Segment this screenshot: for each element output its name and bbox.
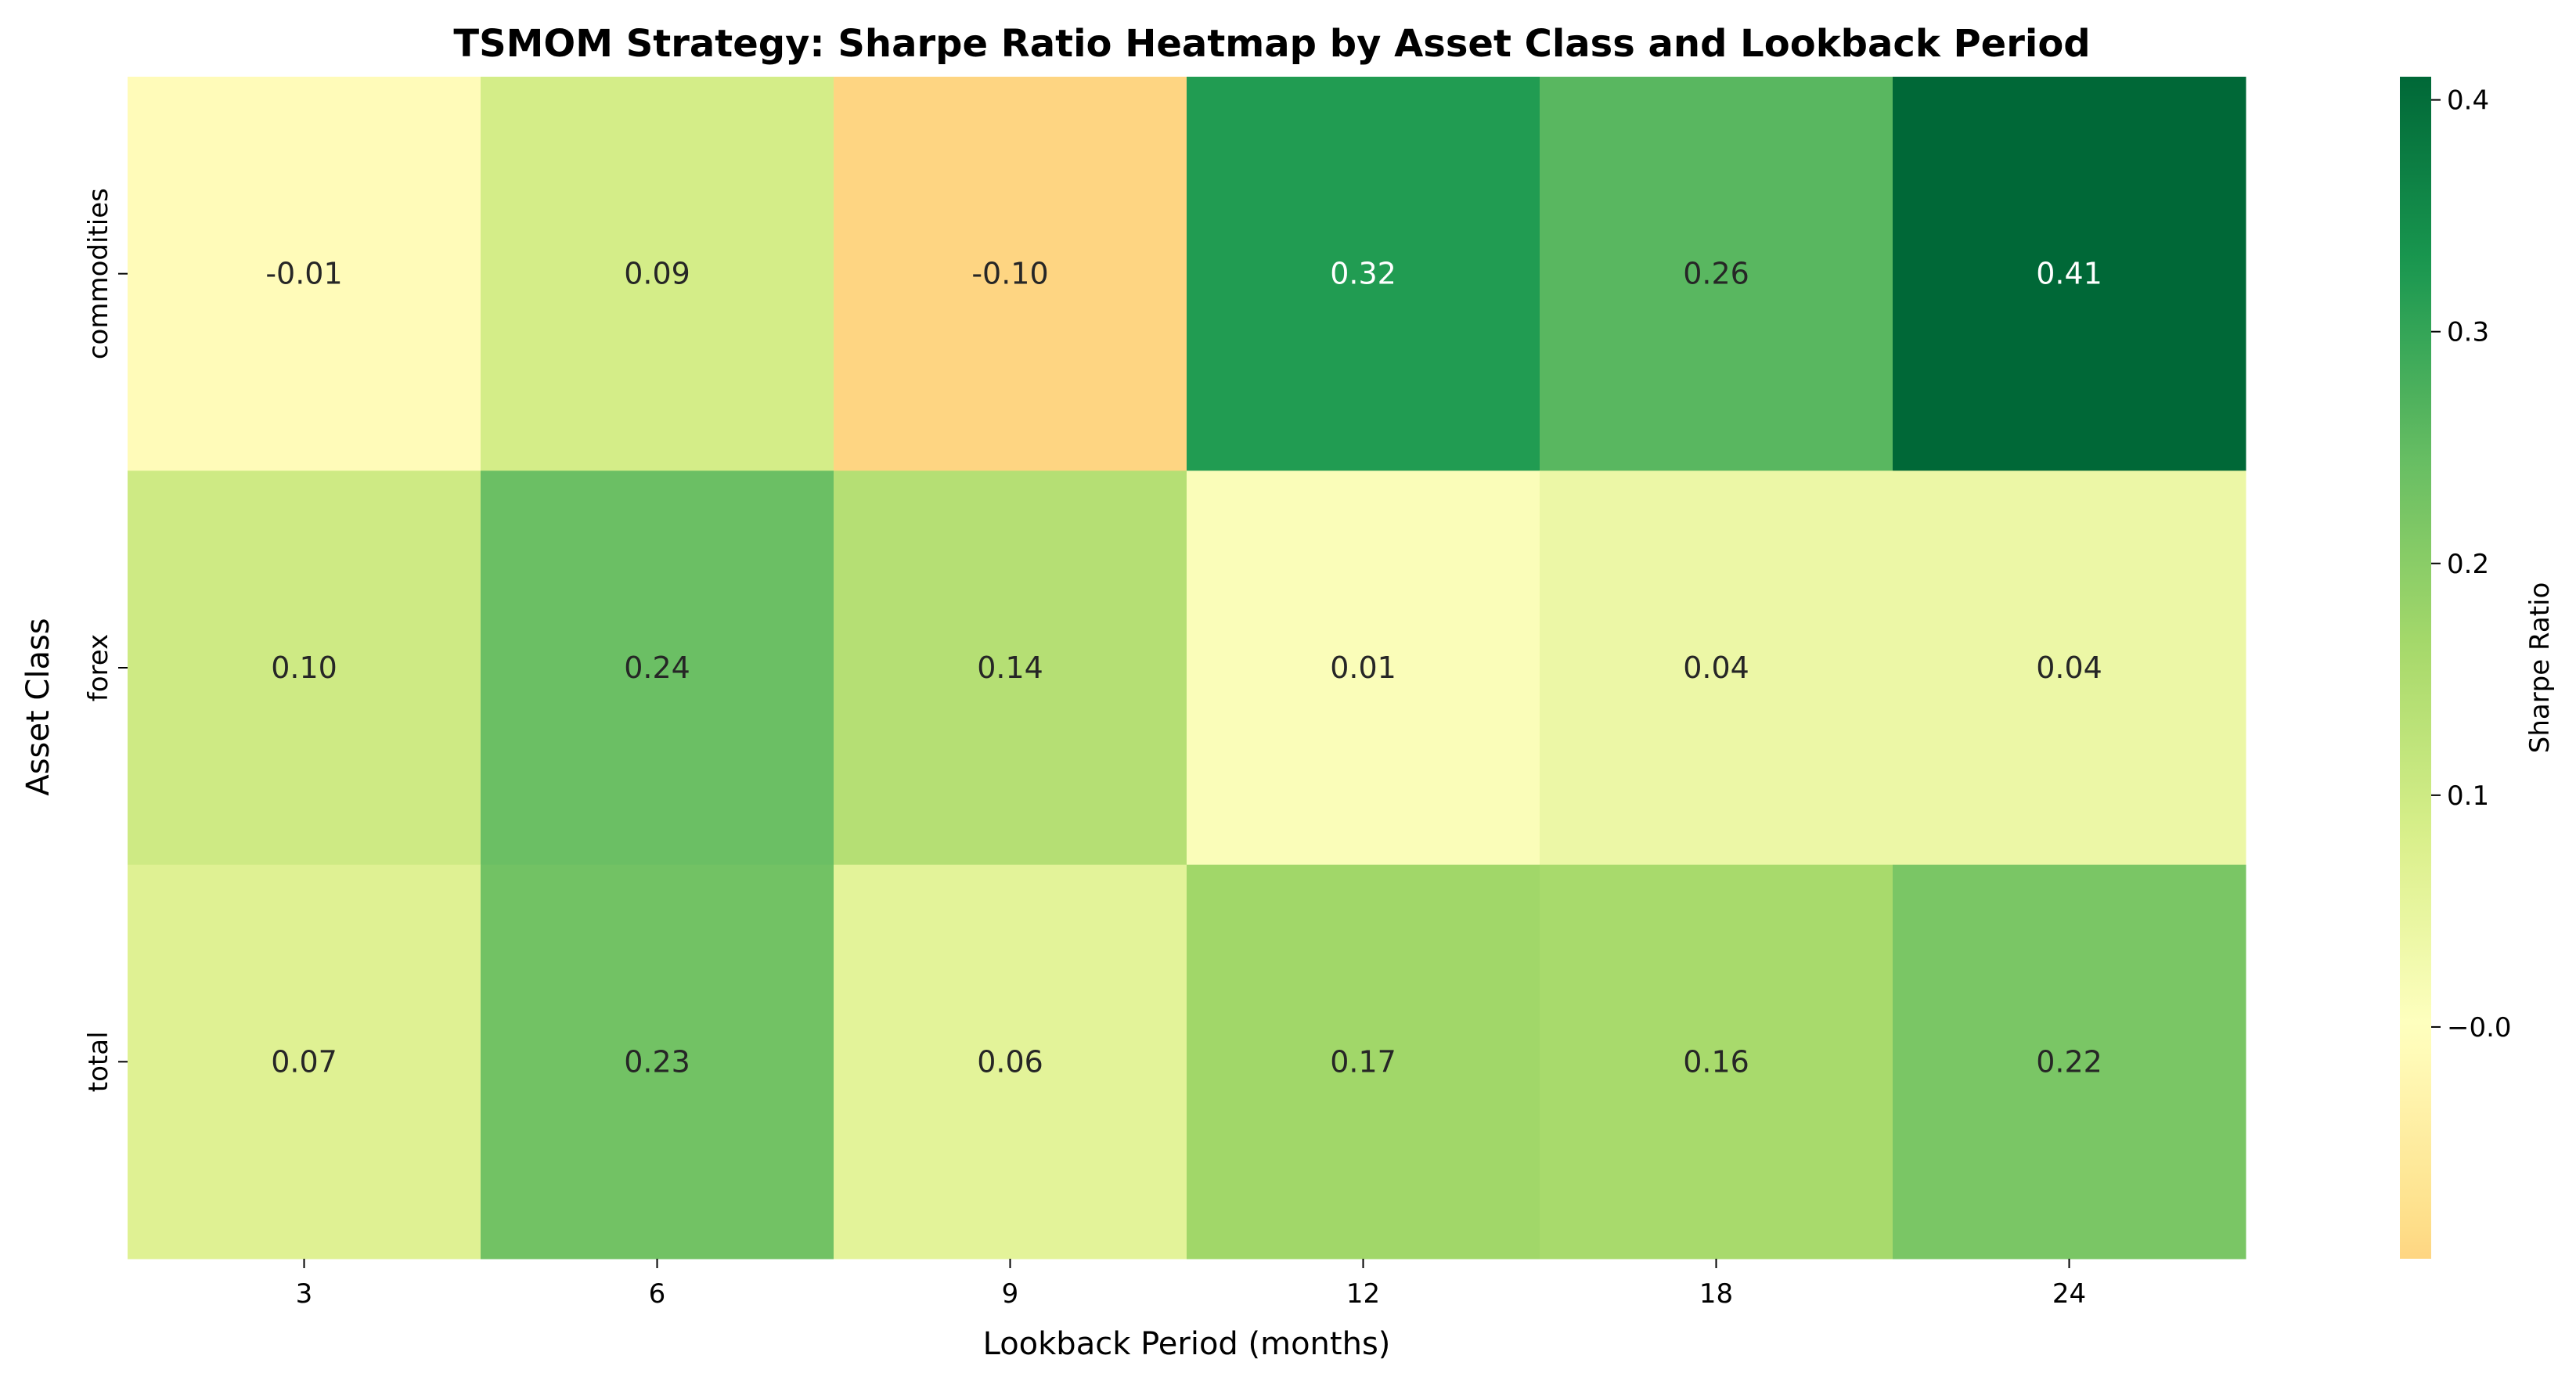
cell-value-label: 0.09 xyxy=(624,257,690,291)
chart-title: TSMOM Strategy: Sharpe Ratio Heatmap by … xyxy=(453,22,2090,66)
colorbar-tick-label: 0.4 xyxy=(2447,85,2489,117)
x-tick-label: 24 xyxy=(2052,1278,2086,1310)
y-tick-label: total xyxy=(83,1031,114,1092)
y-axis: commodities forex total xyxy=(83,188,128,1092)
colorbar-tick-label: 0.3 xyxy=(2447,317,2489,348)
cell-value-label: 0.04 xyxy=(2036,651,2102,685)
heatmap-cell xyxy=(481,470,834,866)
colorbar-tick-label: −0.0 xyxy=(2447,1012,2512,1043)
cell-value-label: 0.32 xyxy=(1330,257,1396,291)
heatmap-cell xyxy=(1893,864,2246,1260)
x-tick-label: 6 xyxy=(649,1278,666,1310)
heatmap-cell xyxy=(834,77,1187,471)
heatmap-cell xyxy=(1187,77,1540,471)
x-tick-label: 18 xyxy=(1699,1278,1733,1310)
y-tick-label: commodities xyxy=(83,188,114,359)
cell-value-label: 0.16 xyxy=(1683,1044,1749,1079)
cell-value-label: 0.26 xyxy=(1683,257,1749,291)
cell-value-label: 0.23 xyxy=(624,1044,690,1079)
heatmap-cell xyxy=(1893,77,2246,471)
x-tick-label: 9 xyxy=(1002,1278,1019,1310)
colorbar: −0.0 0.1 0.2 0.3 0.4 Sharpe Ratio xyxy=(2400,77,2556,1259)
cell-annotations: -0.01 0.09 -0.10 0.32 0.26 0.41 0.10 0.24 0.14 0.… xyxy=(265,257,2102,1079)
colorbar-gradient xyxy=(2400,77,2431,1259)
cell-value-label: -0.01 xyxy=(265,257,342,291)
cell-value-label: 0.01 xyxy=(1330,651,1396,685)
cell-value-label: 0.07 xyxy=(271,1044,337,1079)
colorbar-label: Sharpe Ratio xyxy=(2524,582,2556,754)
x-axis-label: Lookback Period (months) xyxy=(983,1326,1391,1362)
heatmap-cell xyxy=(1540,470,1893,866)
cell-value-label: 0.14 xyxy=(977,651,1043,685)
y-tick-label: forex xyxy=(83,634,114,701)
cell-value-label: 0.22 xyxy=(2036,1044,2102,1079)
heatmap-cell xyxy=(481,864,834,1260)
colorbar-tick-label: 0.1 xyxy=(2447,780,2489,812)
x-tick-label: 12 xyxy=(1346,1278,1380,1310)
heatmap-cell xyxy=(1187,864,1540,1260)
cell-value-label: 0.17 xyxy=(1330,1044,1396,1079)
heatmap-cell xyxy=(1187,470,1540,866)
heatmap-cell xyxy=(128,864,481,1260)
heatmap-cell xyxy=(481,77,834,471)
cell-value-label: 0.10 xyxy=(271,651,337,685)
heatmap-cell xyxy=(834,470,1187,866)
x-axis: 3 6 9 12 18 24 xyxy=(296,1259,2086,1310)
heatmap-cell xyxy=(834,864,1187,1260)
heatmap-cell xyxy=(1893,470,2246,866)
colorbar-tick-label: 0.2 xyxy=(2447,549,2489,580)
cell-value-label: -0.10 xyxy=(971,257,1048,291)
cell-value-label: 0.04 xyxy=(1683,651,1749,685)
heatmap-cells xyxy=(128,77,2246,1260)
y-axis-label: Asset Class xyxy=(20,618,56,795)
cell-value-label: 0.24 xyxy=(624,651,690,685)
cell-value-label: 0.06 xyxy=(977,1044,1043,1079)
heatmap-cell xyxy=(1540,864,1893,1260)
cell-value-label: 0.41 xyxy=(2036,257,2102,291)
heatmap-cell xyxy=(1540,77,1893,471)
heatmap-cell xyxy=(128,77,481,471)
x-tick-label: 3 xyxy=(296,1278,313,1310)
colorbar-ticks: −0.0 0.1 0.2 0.3 0.4 xyxy=(2431,85,2512,1043)
heatmap-cell xyxy=(128,470,481,866)
